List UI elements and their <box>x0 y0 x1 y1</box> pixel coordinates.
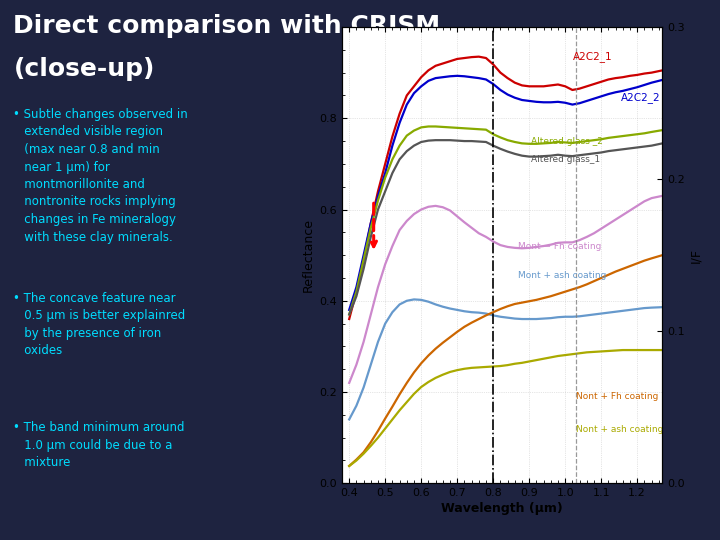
Text: A2C2_2: A2C2_2 <box>621 92 660 103</box>
Text: Nont + ash coating: Nont + ash coating <box>576 425 663 434</box>
Text: Altered glass _2: Altered glass _2 <box>531 138 603 146</box>
Text: Direct comparison with CRISM: Direct comparison with CRISM <box>14 14 441 37</box>
Text: • The band minimum around
   1.0 μm could be due to a
   mixture: • The band minimum around 1.0 μm could b… <box>14 421 185 469</box>
Text: Nont + Fh coating: Nont + Fh coating <box>576 392 658 401</box>
X-axis label: Wavelength (μm): Wavelength (μm) <box>441 502 563 515</box>
Text: (close-up): (close-up) <box>14 57 155 80</box>
Text: Altered glass_1: Altered glass_1 <box>531 155 600 164</box>
Text: Mont + ash coating: Mont + ash coating <box>518 271 606 280</box>
Text: • The concave feature near
   0.5 μm is better explainred
   by the presence of : • The concave feature near 0.5 μm is bet… <box>14 292 186 357</box>
Text: A2C2_1: A2C2_1 <box>572 51 612 62</box>
Y-axis label: I/F: I/F <box>689 248 702 262</box>
Text: Mont − Fh coating: Mont − Fh coating <box>518 242 602 252</box>
Y-axis label: Reflectance: Reflectance <box>302 218 315 292</box>
Text: • Subtle changes observed in
   extended visible region
   (max near 0.8 and min: • Subtle changes observed in extended vi… <box>14 108 188 244</box>
